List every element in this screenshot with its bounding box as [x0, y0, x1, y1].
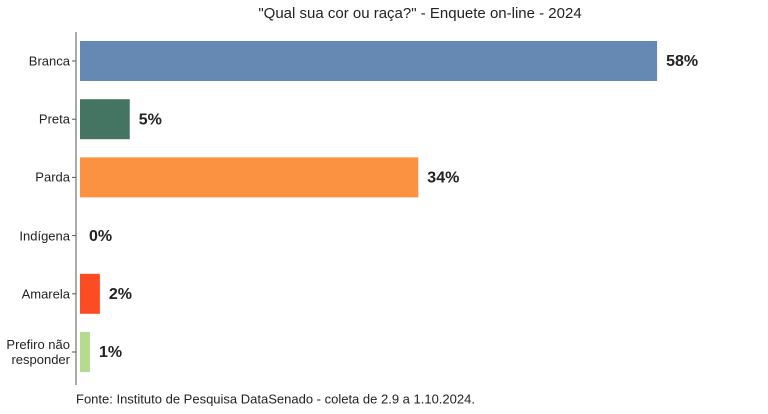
value-label: 5% — [139, 111, 162, 128]
y-tick-label: Preta — [38, 111, 70, 127]
source-note: Fonte: Instituto de Pesquisa DataSenado … — [76, 391, 475, 406]
y-tick-label: Parda — [35, 169, 70, 185]
y-tick-label: Indígena — [19, 228, 70, 244]
bar — [80, 41, 658, 81]
bar — [80, 332, 90, 372]
y-tick-label: Branca — [28, 53, 70, 69]
bar — [80, 99, 130, 140]
value-label: 58% — [666, 53, 698, 70]
bar — [80, 273, 100, 314]
y-tick-label: Prefiro não responder — [6, 337, 70, 367]
chart-title: "Qual sua cor ou raça?" - Enquete on-lin… — [258, 5, 581, 22]
bar — [80, 157, 419, 198]
value-label: 2% — [109, 286, 132, 303]
value-label: 0% — [89, 228, 112, 245]
y-tick-label: Amarela — [21, 286, 70, 302]
value-label: 1% — [99, 344, 122, 361]
value-label: 34% — [427, 170, 459, 187]
